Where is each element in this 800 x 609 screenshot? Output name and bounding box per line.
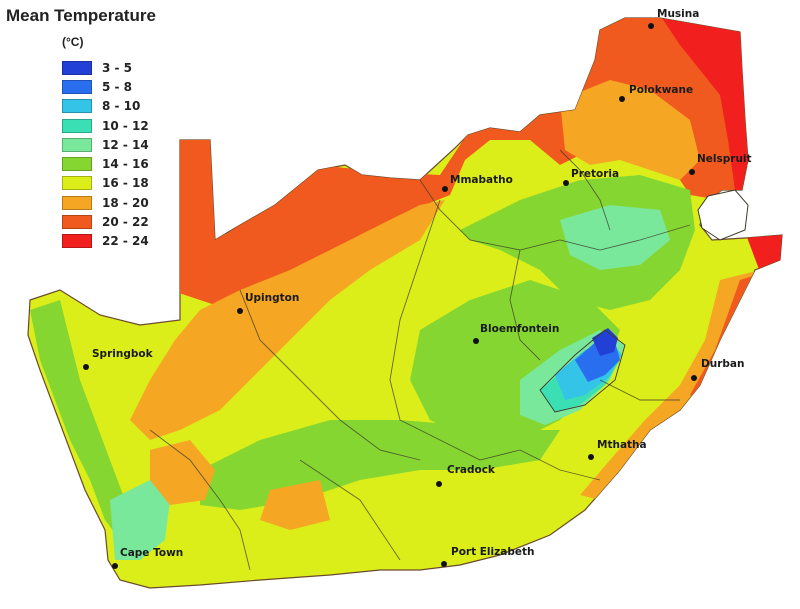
zone-22-24-northeast [660, 18, 760, 200]
legend-label: 5 - 8 [102, 79, 133, 94]
city-dot-cradock [436, 481, 442, 487]
zone-14-16-west-coast [30, 300, 125, 540]
city-dot-mmabatho [442, 186, 448, 192]
city-label-upington: Upington [245, 292, 299, 304]
legend-item: 16 - 18 [62, 174, 149, 193]
zone-18-20-south [260, 480, 330, 530]
legend-item: 5 - 8 [62, 77, 149, 96]
city-label-cape-town: Cape Town [120, 547, 183, 559]
legend-swatch [62, 79, 92, 94]
legend-item: 8 - 10 [62, 97, 149, 116]
map-title: Mean Temperature [6, 6, 156, 25]
city-dot-durban [691, 375, 697, 381]
legend-item: 18 - 20 [62, 193, 149, 212]
city-label-musina: Musina [657, 8, 699, 20]
legend-label: 18 - 20 [102, 195, 149, 210]
zone-18-20-little-karoo [150, 440, 215, 505]
legend-swatch [62, 118, 92, 133]
city-dot-nelspruit [689, 169, 695, 175]
city-label-polokwane: Polokwane [629, 84, 693, 96]
city-labels: Musina Polokwane Nelspruit Pretoria Mmab… [92, 8, 752, 559]
city-label-bloemfontein: Bloemfontein [480, 323, 559, 335]
legend-label: 16 - 18 [102, 176, 149, 191]
legend-item: 3 - 5 [62, 58, 149, 77]
zone-18-20-northern-cape [130, 200, 445, 440]
lesotho-outline [539, 329, 626, 413]
city-label-port-elizabeth: Port Elizabeth [451, 546, 534, 558]
city-label-cradock: Cradock [447, 464, 496, 476]
province-borders [149, 149, 691, 571]
legend-label: 3 - 5 [102, 60, 133, 75]
legend-swatch [62, 215, 92, 230]
zone-12-14-highveld [560, 205, 670, 270]
city-label-mthatha: Mthatha [597, 439, 647, 451]
city-dot-pretoria [563, 180, 569, 186]
city-dot-polokwane [619, 96, 625, 102]
zone-18-20-east-coast [580, 270, 760, 500]
legend-label: 14 - 16 [102, 157, 149, 172]
legend-swatch [62, 176, 92, 191]
legend-swatch [62, 195, 92, 210]
legend-swatch [62, 99, 92, 114]
legend-item: 14 - 16 [62, 154, 149, 173]
legend-unit: (°C) [62, 35, 84, 49]
city-dot-bloemfontein [473, 338, 479, 344]
city-label-nelspruit: Nelspruit [697, 153, 752, 165]
zone-12-14-cape [110, 480, 170, 560]
legend-swatch [62, 60, 92, 75]
city-label-durban: Durban [701, 358, 744, 370]
city-label-mmabatho: Mmabatho [450, 174, 513, 186]
city-label-pretoria: Pretoria [571, 168, 619, 180]
legend-swatch [62, 234, 92, 249]
legend-label: 20 - 22 [102, 215, 149, 230]
city-dot-springbok [83, 364, 89, 370]
zone-18-20-limpopo [560, 80, 700, 180]
legend-swatch [62, 137, 92, 152]
city-markers [83, 23, 697, 569]
legend-swatch [62, 157, 92, 172]
city-dot-upington [237, 308, 243, 314]
legend-item: 22 - 24 [62, 232, 149, 251]
eswatini-outline [697, 189, 749, 241]
city-dot-mthatha [588, 454, 594, 460]
legend-item: 10 - 12 [62, 116, 149, 135]
city-dot-musina [648, 23, 654, 29]
city-dot-cape-town [112, 563, 118, 569]
legend-item: 12 - 14 [62, 135, 149, 154]
legend-label: 10 - 12 [102, 118, 149, 133]
legend-label: 22 - 24 [102, 234, 149, 249]
legend-label: 12 - 14 [102, 137, 149, 152]
city-label-springbok: Springbok [92, 348, 154, 360]
city-dot-port-elizabeth [441, 561, 447, 567]
temperature-legend: 3 - 5 5 - 8 8 - 10 10 - 12 12 - 14 14 - … [62, 58, 149, 251]
temperature-zones [30, 18, 782, 560]
legend-label: 8 - 10 [102, 99, 141, 114]
legend-item: 20 - 22 [62, 212, 149, 231]
